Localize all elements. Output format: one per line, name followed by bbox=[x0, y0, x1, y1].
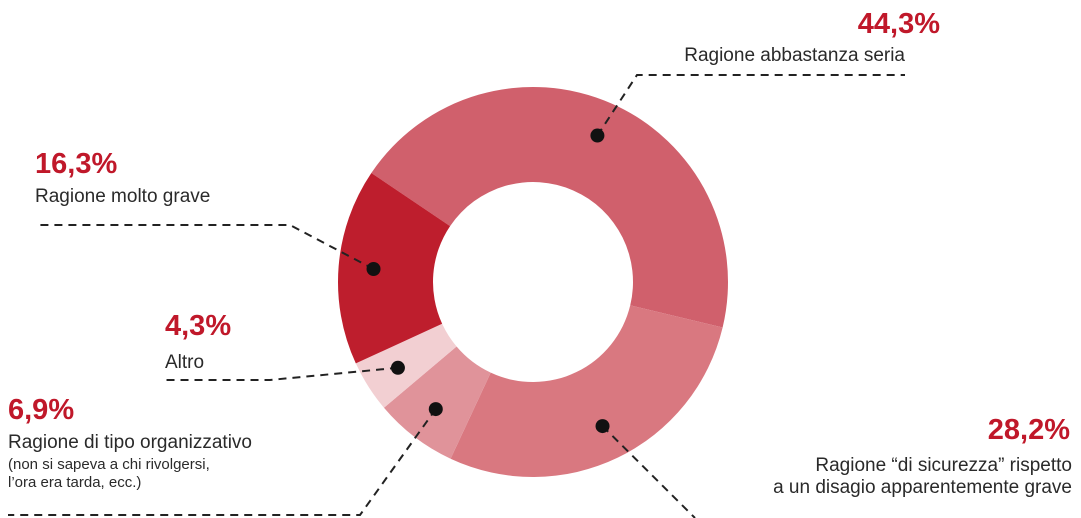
category-label: Ragione “di sicurezza” rispetto a un dis… bbox=[773, 455, 1072, 498]
annotation: (non si sapeva a chi rivolgersi, bbox=[8, 456, 210, 473]
leader-line bbox=[601, 425, 696, 518]
category-label: Altro bbox=[165, 352, 205, 373]
value-label: 16,3% bbox=[35, 148, 118, 180]
category-label: Ragione molto grave bbox=[35, 186, 211, 207]
leader-line bbox=[35, 224, 374, 270]
value-label: 6,9% bbox=[8, 394, 75, 426]
leader-dot bbox=[390, 360, 405, 375]
leader-line bbox=[165, 366, 399, 381]
value-label: 4,3% bbox=[165, 310, 232, 342]
category-label: Ragione abbastanza seria bbox=[684, 45, 905, 66]
donut-slice bbox=[338, 172, 451, 364]
donut-slice bbox=[355, 323, 457, 408]
leader-dot bbox=[590, 128, 605, 143]
leader-line bbox=[596, 74, 905, 137]
value-label: 28,2% bbox=[987, 414, 1070, 446]
category-label: Ragione di tipo organizzativo bbox=[8, 432, 252, 453]
donut-slice bbox=[450, 305, 723, 478]
leader-dot bbox=[428, 402, 443, 417]
leader-line bbox=[8, 408, 437, 516]
leader-dot bbox=[366, 262, 381, 277]
leader-dot bbox=[595, 419, 610, 434]
donut-slice bbox=[371, 86, 728, 328]
annotation: l’ora era tarda, ecc.) bbox=[8, 474, 142, 491]
value-label: 44,3% bbox=[857, 8, 940, 40]
